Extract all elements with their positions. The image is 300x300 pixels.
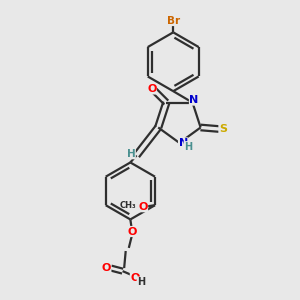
Text: H: H bbox=[184, 142, 192, 152]
Text: Br: Br bbox=[167, 16, 180, 26]
Text: S: S bbox=[219, 124, 227, 134]
Text: N: N bbox=[189, 95, 199, 105]
Text: O: O bbox=[138, 202, 148, 212]
Text: CH₃: CH₃ bbox=[120, 201, 136, 210]
Text: O: O bbox=[101, 263, 111, 273]
Text: O: O bbox=[147, 84, 157, 94]
Text: N: N bbox=[178, 138, 188, 148]
Text: O: O bbox=[127, 226, 136, 236]
Text: H: H bbox=[127, 149, 135, 159]
Text: H: H bbox=[137, 277, 145, 287]
Text: O: O bbox=[130, 273, 140, 283]
